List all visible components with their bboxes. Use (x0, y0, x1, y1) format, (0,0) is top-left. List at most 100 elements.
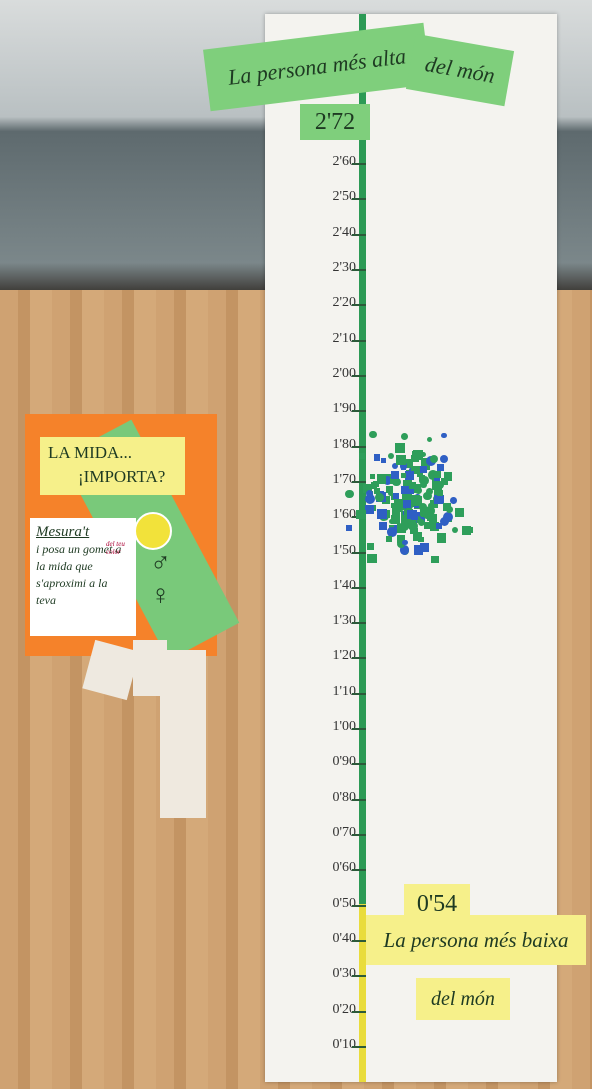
scale-label: 1'40 (312, 578, 356, 594)
scale-label: 1'20 (312, 648, 356, 664)
scale-label: 1'00 (312, 719, 356, 735)
sticker (377, 474, 386, 483)
scale-tick (352, 446, 366, 448)
scale-label: 0'70 (312, 825, 356, 841)
sticker (401, 486, 409, 494)
scale-tick (352, 657, 366, 659)
sticker (403, 500, 411, 508)
green-line (359, 14, 366, 904)
scale-tick (352, 410, 366, 412)
sticker (437, 533, 446, 542)
sticker (462, 526, 471, 535)
scale-label: 2'50 (312, 189, 356, 205)
note-title: Mesura't (36, 524, 130, 541)
bottom-label-2: del món (416, 978, 510, 1020)
scale-label: 2'00 (312, 366, 356, 382)
scale-tick (352, 234, 366, 236)
sticker (366, 490, 373, 497)
sticker (396, 455, 406, 465)
male-symbol: ♂ (150, 548, 171, 580)
sticker (359, 453, 365, 459)
scale-label: 1'80 (312, 437, 356, 453)
scale-tick (352, 799, 366, 801)
scale-label: 0'20 (312, 1002, 356, 1018)
female-symbol: ♀ (150, 580, 171, 612)
scale-label: 1'50 (312, 543, 356, 559)
scale-label: 0'90 (312, 754, 356, 770)
scale-label: 2'20 (312, 295, 356, 311)
sticker (386, 536, 392, 542)
sticker (389, 519, 394, 524)
scale-label: 0'10 (312, 1037, 356, 1053)
sticker (365, 505, 374, 514)
scale-label: 0'80 (312, 790, 356, 806)
note-small: del teu color (106, 540, 130, 556)
scale-tick (352, 693, 366, 695)
sticker (397, 524, 406, 533)
scale-tick (352, 975, 366, 977)
sticker (369, 431, 377, 439)
sticker (356, 510, 365, 519)
sticker (395, 443, 405, 453)
sticker (346, 525, 352, 531)
sticker (437, 490, 444, 497)
bottom-label-1: La persona més baixa (366, 915, 586, 965)
scale-label: 2'40 (312, 225, 356, 241)
scale-label: 1'70 (312, 472, 356, 488)
sticker (388, 453, 394, 459)
sticker (411, 495, 420, 504)
sticker (420, 509, 426, 515)
sticker (455, 508, 464, 517)
scale-label: 2'60 (312, 154, 356, 170)
sticker (379, 522, 387, 530)
scale-tick (352, 622, 366, 624)
scale-tick (352, 552, 366, 554)
scale-tick (352, 375, 366, 377)
heading-2: ¡IMPORTA? (48, 465, 177, 489)
scale-tick (352, 763, 366, 765)
scale-tick (352, 869, 366, 871)
scale-tick (352, 940, 366, 942)
scale-label: 0'40 (312, 931, 356, 947)
sticker (434, 471, 441, 478)
scale-tick (352, 905, 366, 907)
yellow-sticker (134, 512, 172, 550)
sticker (374, 454, 381, 461)
sticker (409, 489, 414, 494)
sticker (407, 510, 417, 520)
sticker (374, 488, 380, 494)
tape-roll (160, 650, 206, 818)
sticker (370, 474, 375, 479)
scale-tick (352, 198, 366, 200)
sticker (424, 522, 431, 529)
sticker (429, 514, 437, 522)
scale-label: 0'30 (312, 966, 356, 982)
sticker (441, 478, 447, 484)
sticker (420, 543, 429, 552)
scale-tick (352, 340, 366, 342)
sticker (412, 451, 417, 456)
scale-tick (352, 304, 366, 306)
scale-tick (352, 163, 366, 165)
sticker (418, 537, 423, 542)
scale-tick (352, 587, 366, 589)
max-height: 2'72 (300, 104, 370, 140)
sticker (345, 490, 353, 498)
sticker (452, 527, 458, 533)
scale-label: 0'60 (312, 860, 356, 876)
heading-1: LA MIDA... (48, 441, 177, 465)
note-card: Mesura't i posa un gomet a la mida que s… (30, 518, 136, 636)
scale-label: 1'10 (312, 684, 356, 700)
scale-tick (352, 269, 366, 271)
scale-label: 1'90 (312, 401, 356, 417)
scale-tick (352, 481, 366, 483)
sticker (391, 471, 399, 479)
sticker (377, 509, 387, 519)
photo: La persona més alta del món 2'72 0'54 La… (0, 0, 592, 1089)
sticker (381, 458, 386, 463)
sticker (431, 556, 438, 563)
sticker (418, 519, 425, 526)
sticker (367, 543, 374, 550)
sticker (443, 503, 451, 511)
scale-tick (352, 1011, 366, 1013)
